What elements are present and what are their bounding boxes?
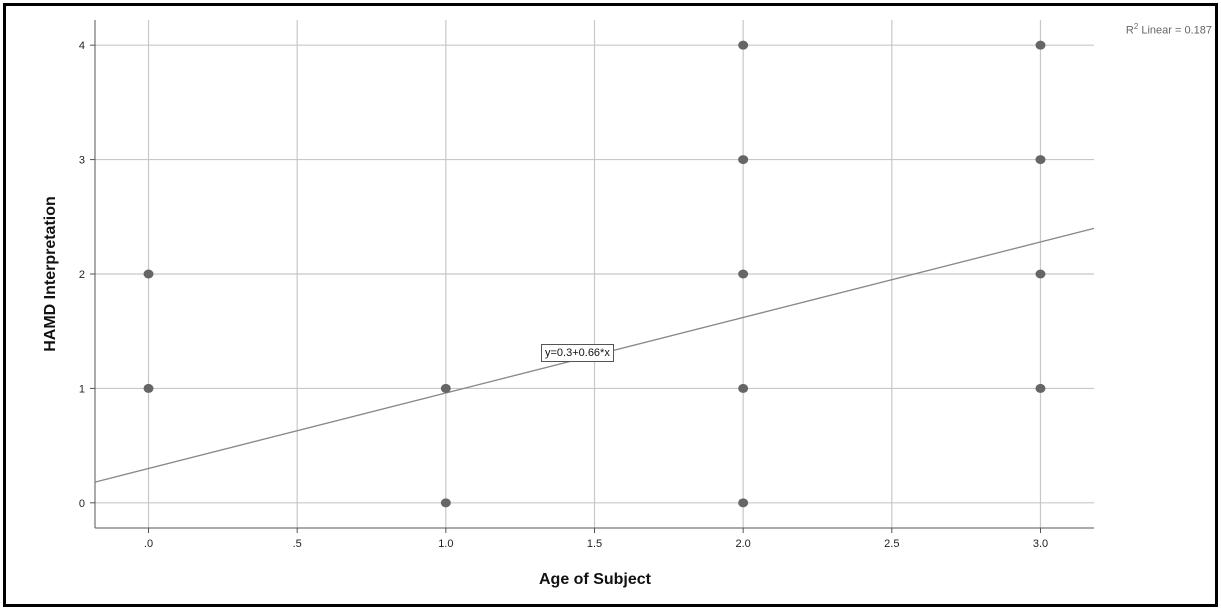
data-point — [1035, 269, 1046, 279]
x-tick-label: 2.5 — [884, 538, 899, 550]
data-point — [738, 383, 749, 393]
r2-superscript: 2 — [1133, 22, 1139, 31]
data-point — [738, 498, 749, 508]
y-axis-title: HAMD Interpretation — [42, 196, 59, 352]
y-tick-label: 2 — [79, 269, 85, 281]
y-tick-label: 3 — [79, 155, 85, 167]
x-tick-label: 1.5 — [587, 538, 602, 550]
y-tick-label: 4 — [79, 40, 85, 52]
x-tick-label: 2.0 — [736, 538, 751, 550]
data-point — [738, 40, 749, 50]
x-tick-label: .5 — [293, 538, 302, 550]
x-tick-labels: .0 .5 1.0 1.5 2.0 2.5 3.0 — [144, 538, 1048, 550]
grid-lines — [95, 20, 1094, 528]
y-tick-label: 0 — [79, 498, 85, 510]
x-tick-label: 1.0 — [438, 538, 453, 550]
r2-text: Linear = 0.187 — [1138, 24, 1212, 37]
x-tick-label: 3.0 — [1033, 538, 1048, 550]
data-point — [440, 498, 451, 508]
data-point — [1035, 383, 1046, 393]
data-point — [143, 383, 154, 393]
x-tick-label: .0 — [144, 538, 153, 550]
x-axis-title: Age of Subject — [539, 571, 652, 588]
data-point — [143, 269, 154, 279]
data-point — [1035, 40, 1046, 50]
r2-label: R2 Linear = 0.187 — [1126, 22, 1212, 37]
data-point — [1035, 155, 1046, 165]
equation-label: y=0.3+0.66*x — [541, 344, 614, 362]
data-point — [738, 269, 749, 279]
chart-frame — [3, 3, 1218, 607]
r2-prefix: R — [1125, 24, 1134, 37]
data-point — [440, 383, 451, 393]
y-tick-label: 1 — [79, 383, 85, 395]
y-tick-labels: 0 1 2 3 4 — [79, 40, 85, 510]
axes — [90, 20, 1094, 533]
data-point — [738, 155, 749, 165]
data-points — [143, 40, 1046, 508]
